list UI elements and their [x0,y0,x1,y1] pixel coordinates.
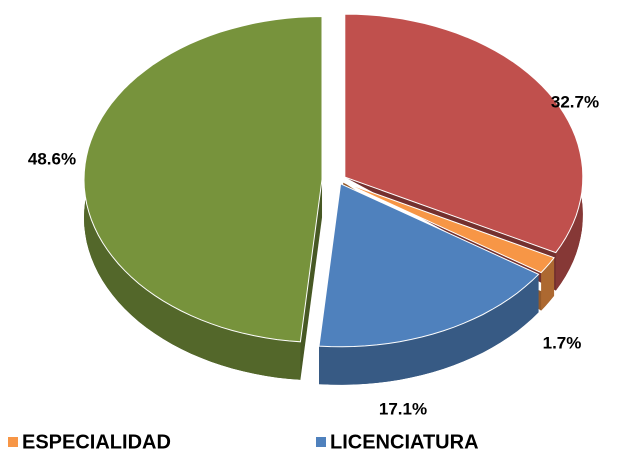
data-label: 17.1% [379,399,427,418]
legend-label: LICENCIATURA [330,431,479,453]
data-label: 48.6% [28,149,76,168]
slice [344,13,584,254]
slice-wall [541,257,555,311]
legend-swatch [316,437,326,447]
data-label: 32.7% [551,92,599,111]
slice [342,181,555,274]
slice-wall [319,274,539,385]
data-label: 1.7% [543,333,582,352]
legend-label: ESPECIALIDAD [22,431,171,453]
slice [318,183,540,348]
legend-swatch [8,437,18,447]
slice [83,15,323,343]
